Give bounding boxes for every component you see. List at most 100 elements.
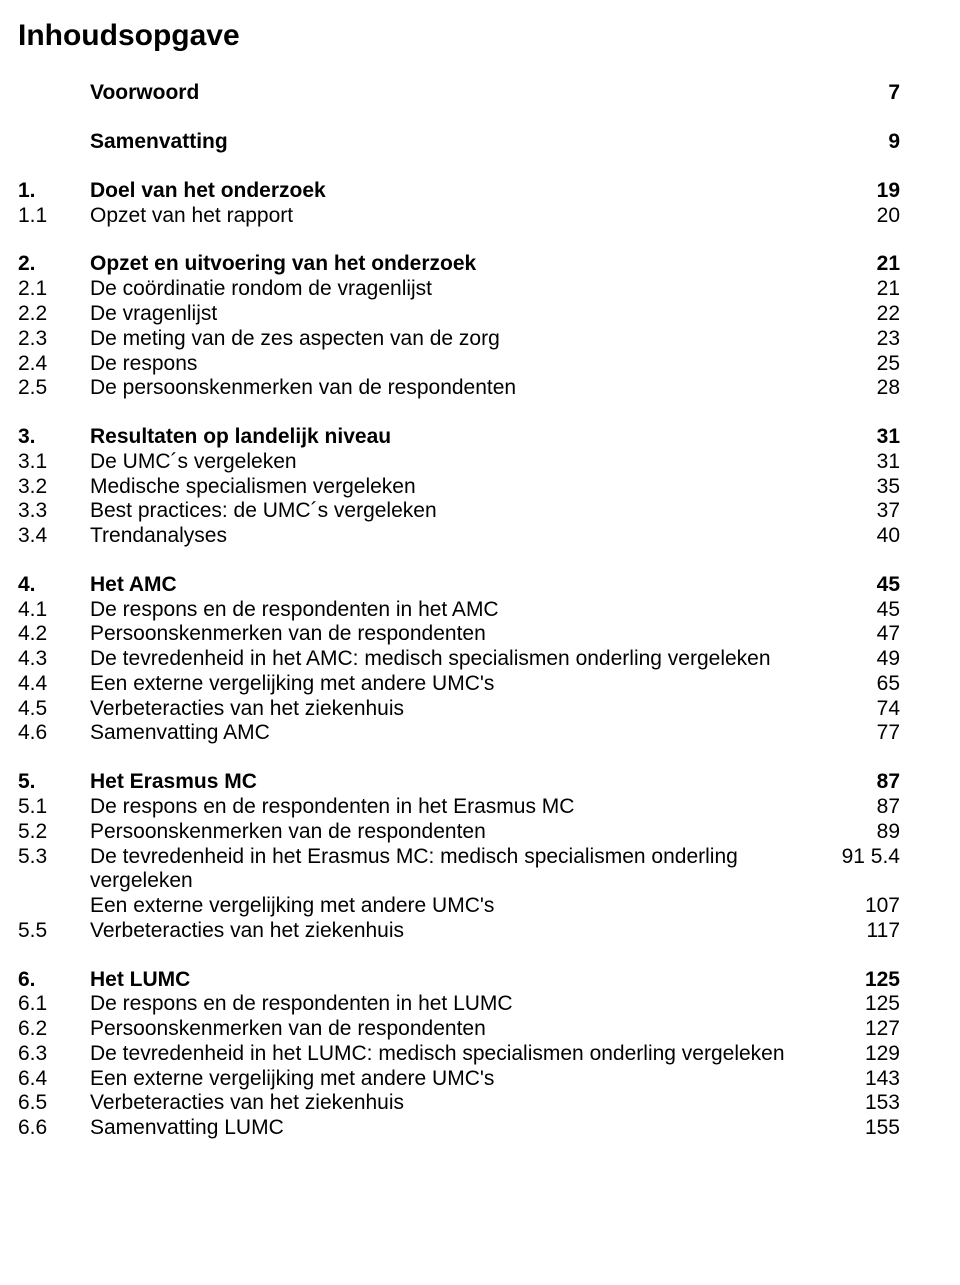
toc-entry-text: Persoonskenmerken van de respondenten	[90, 1017, 848, 1042]
toc-entry-page: 155	[848, 1116, 900, 1141]
toc-entry-page: 143	[848, 1067, 900, 1092]
toc-entry-page: 31	[848, 425, 900, 450]
toc-entry-page: 23	[848, 327, 900, 352]
section-gap	[18, 549, 900, 573]
toc-row: Een externe vergelijking met andere UMC'…	[18, 894, 900, 919]
toc-row: 4.Het AMC45	[18, 573, 900, 598]
toc-row: 3.2Medische specialismen vergeleken35	[18, 475, 900, 500]
toc-row: 5.3De tevredenheid in het Erasmus MC: me…	[18, 845, 900, 895]
toc-entry-page: 25	[848, 352, 900, 377]
toc-entry-page: 87	[848, 795, 900, 820]
toc-entry-number: 1.	[18, 179, 90, 204]
toc-row: 6.6Samenvatting LUMC155	[18, 1116, 900, 1141]
toc-row: 4.4Een externe vergelijking met andere U…	[18, 672, 900, 697]
toc-entry-number: 2.3	[18, 327, 90, 352]
toc-entry-number: 3.1	[18, 450, 90, 475]
toc-entry-number: 5.5	[18, 919, 90, 944]
toc-row: Samenvatting9	[18, 130, 900, 155]
toc-row: 6.4Een externe vergelijking met andere U…	[18, 1067, 900, 1092]
toc-entry-page: 91 5.4	[810, 845, 900, 870]
toc-entry-text: Verbeteracties van het ziekenhuis	[90, 1091, 848, 1116]
toc-entry-text: Medische specialismen vergeleken	[90, 475, 848, 500]
toc-entry-text: De tevredenheid in het Erasmus MC: medis…	[90, 845, 810, 895]
toc-entry-text: Opzet en uitvoering van het onderzoek	[90, 252, 848, 277]
toc-entry-page: 7	[848, 81, 900, 106]
toc-entry-text: Samenvatting	[90, 130, 848, 155]
toc-entry-page: 21	[848, 252, 900, 277]
toc-entry-number: 6.	[18, 968, 90, 993]
toc-entry-text: De vragenlijst	[90, 302, 848, 327]
toc-row: 3.Resultaten op landelijk niveau31	[18, 425, 900, 450]
toc-entry-number: 5.3	[18, 845, 90, 870]
toc-entry-text: Doel van het onderzoek	[90, 179, 848, 204]
toc-entry-text: Trendanalyses	[90, 524, 848, 549]
toc-row: 4.3De tevredenheid in het AMC: medisch s…	[18, 647, 900, 672]
toc-entry-text: Een externe vergelijking met andere UMC'…	[90, 672, 848, 697]
toc-entry-number: 4.2	[18, 622, 90, 647]
toc-entry-text: Samenvatting LUMC	[90, 1116, 848, 1141]
toc-entry-page: 21	[848, 277, 900, 302]
toc-entry-text: Samenvatting AMC	[90, 721, 848, 746]
toc-entry-text: Persoonskenmerken van de respondenten	[90, 820, 848, 845]
toc-entry-number: 5.1	[18, 795, 90, 820]
toc-entry-page: 129	[848, 1042, 900, 1067]
toc-row: 1.1Opzet van het rapport20	[18, 204, 900, 229]
toc-body: Voorwoord7Samenvatting91.Doel van het on…	[18, 81, 900, 1141]
toc-entry-number: 2.5	[18, 376, 90, 401]
toc-row: 4.5Verbeteracties van het ziekenhuis74	[18, 697, 900, 722]
toc-entry-text: De tevredenheid in het AMC: medisch spec…	[90, 647, 848, 672]
toc-row: 2.4De respons25	[18, 352, 900, 377]
toc-entry-page: 37	[848, 499, 900, 524]
toc-entry-number: 4.4	[18, 672, 90, 697]
toc-entry-text: Verbeteracties van het ziekenhuis	[90, 919, 848, 944]
toc-entry-number: 5.	[18, 770, 90, 795]
toc-entry-number: 2.4	[18, 352, 90, 377]
section-gap	[18, 155, 900, 179]
toc-entry-number: 6.3	[18, 1042, 90, 1067]
toc-row: 4.1De respons en de respondenten in het …	[18, 598, 900, 623]
toc-entry-page: 49	[848, 647, 900, 672]
toc-entry-number: 4.3	[18, 647, 90, 672]
toc-entry-page: 87	[848, 770, 900, 795]
toc-entry-page: 40	[848, 524, 900, 549]
toc-entry-number: 4.6	[18, 721, 90, 746]
toc-row: 1.Doel van het onderzoek19	[18, 179, 900, 204]
section-gap	[18, 746, 900, 770]
page: Inhoudsopgave Voorwoord7Samenvatting91.D…	[0, 0, 960, 1285]
toc-entry-text: De respons en de respondenten in het LUM…	[90, 992, 848, 1017]
toc-row: 2.5De persoonskenmerken van de responden…	[18, 376, 900, 401]
toc-entry-text: Het AMC	[90, 573, 848, 598]
section-gap	[18, 228, 900, 252]
toc-row: 3.3Best practices: de UMC´s vergeleken37	[18, 499, 900, 524]
toc-entry-page: 9	[848, 130, 900, 155]
toc-entry-number: 4.	[18, 573, 90, 598]
toc-entry-number: 4.5	[18, 697, 90, 722]
toc-entry-page: 74	[848, 697, 900, 722]
toc-entry-text: De tevredenheid in het LUMC: medisch spe…	[90, 1042, 848, 1067]
toc-row: 6.1De respons en de respondenten in het …	[18, 992, 900, 1017]
toc-entry-number: 3.	[18, 425, 90, 450]
toc-entry-page: 89	[848, 820, 900, 845]
toc-entry-text: De coördinatie rondom de vragenlijst	[90, 277, 848, 302]
toc-entry-number: 3.4	[18, 524, 90, 549]
toc-entry-page: 31	[848, 450, 900, 475]
section-gap	[18, 106, 900, 130]
toc-row: 2.2De vragenlijst22	[18, 302, 900, 327]
toc-entry-page: 45	[848, 573, 900, 598]
toc-row: 3.1De UMC´s vergeleken31	[18, 450, 900, 475]
toc-entry-number: 2.1	[18, 277, 90, 302]
toc-entry-page: 125	[848, 968, 900, 993]
toc-entry-text: De respons	[90, 352, 848, 377]
toc-entry-number: 6.6	[18, 1116, 90, 1141]
toc-row: 5.5Verbeteracties van het ziekenhuis117	[18, 919, 900, 944]
toc-row: 2.1De coördinatie rondom de vragenlijst2…	[18, 277, 900, 302]
toc-entry-text: De meting van de zes aspecten van de zor…	[90, 327, 848, 352]
toc-entry-page: 22	[848, 302, 900, 327]
toc-entry-number: 2.	[18, 252, 90, 277]
toc-row: 6.2Persoonskenmerken van de respondenten…	[18, 1017, 900, 1042]
toc-entry-text: Een externe vergelijking met andere UMC'…	[90, 1067, 848, 1092]
toc-entry-text: Het Erasmus MC	[90, 770, 848, 795]
toc-row: 6.5Verbeteracties van het ziekenhuis153	[18, 1091, 900, 1116]
toc-entry-text: De UMC´s vergeleken	[90, 450, 848, 475]
toc-entry-page: 28	[848, 376, 900, 401]
